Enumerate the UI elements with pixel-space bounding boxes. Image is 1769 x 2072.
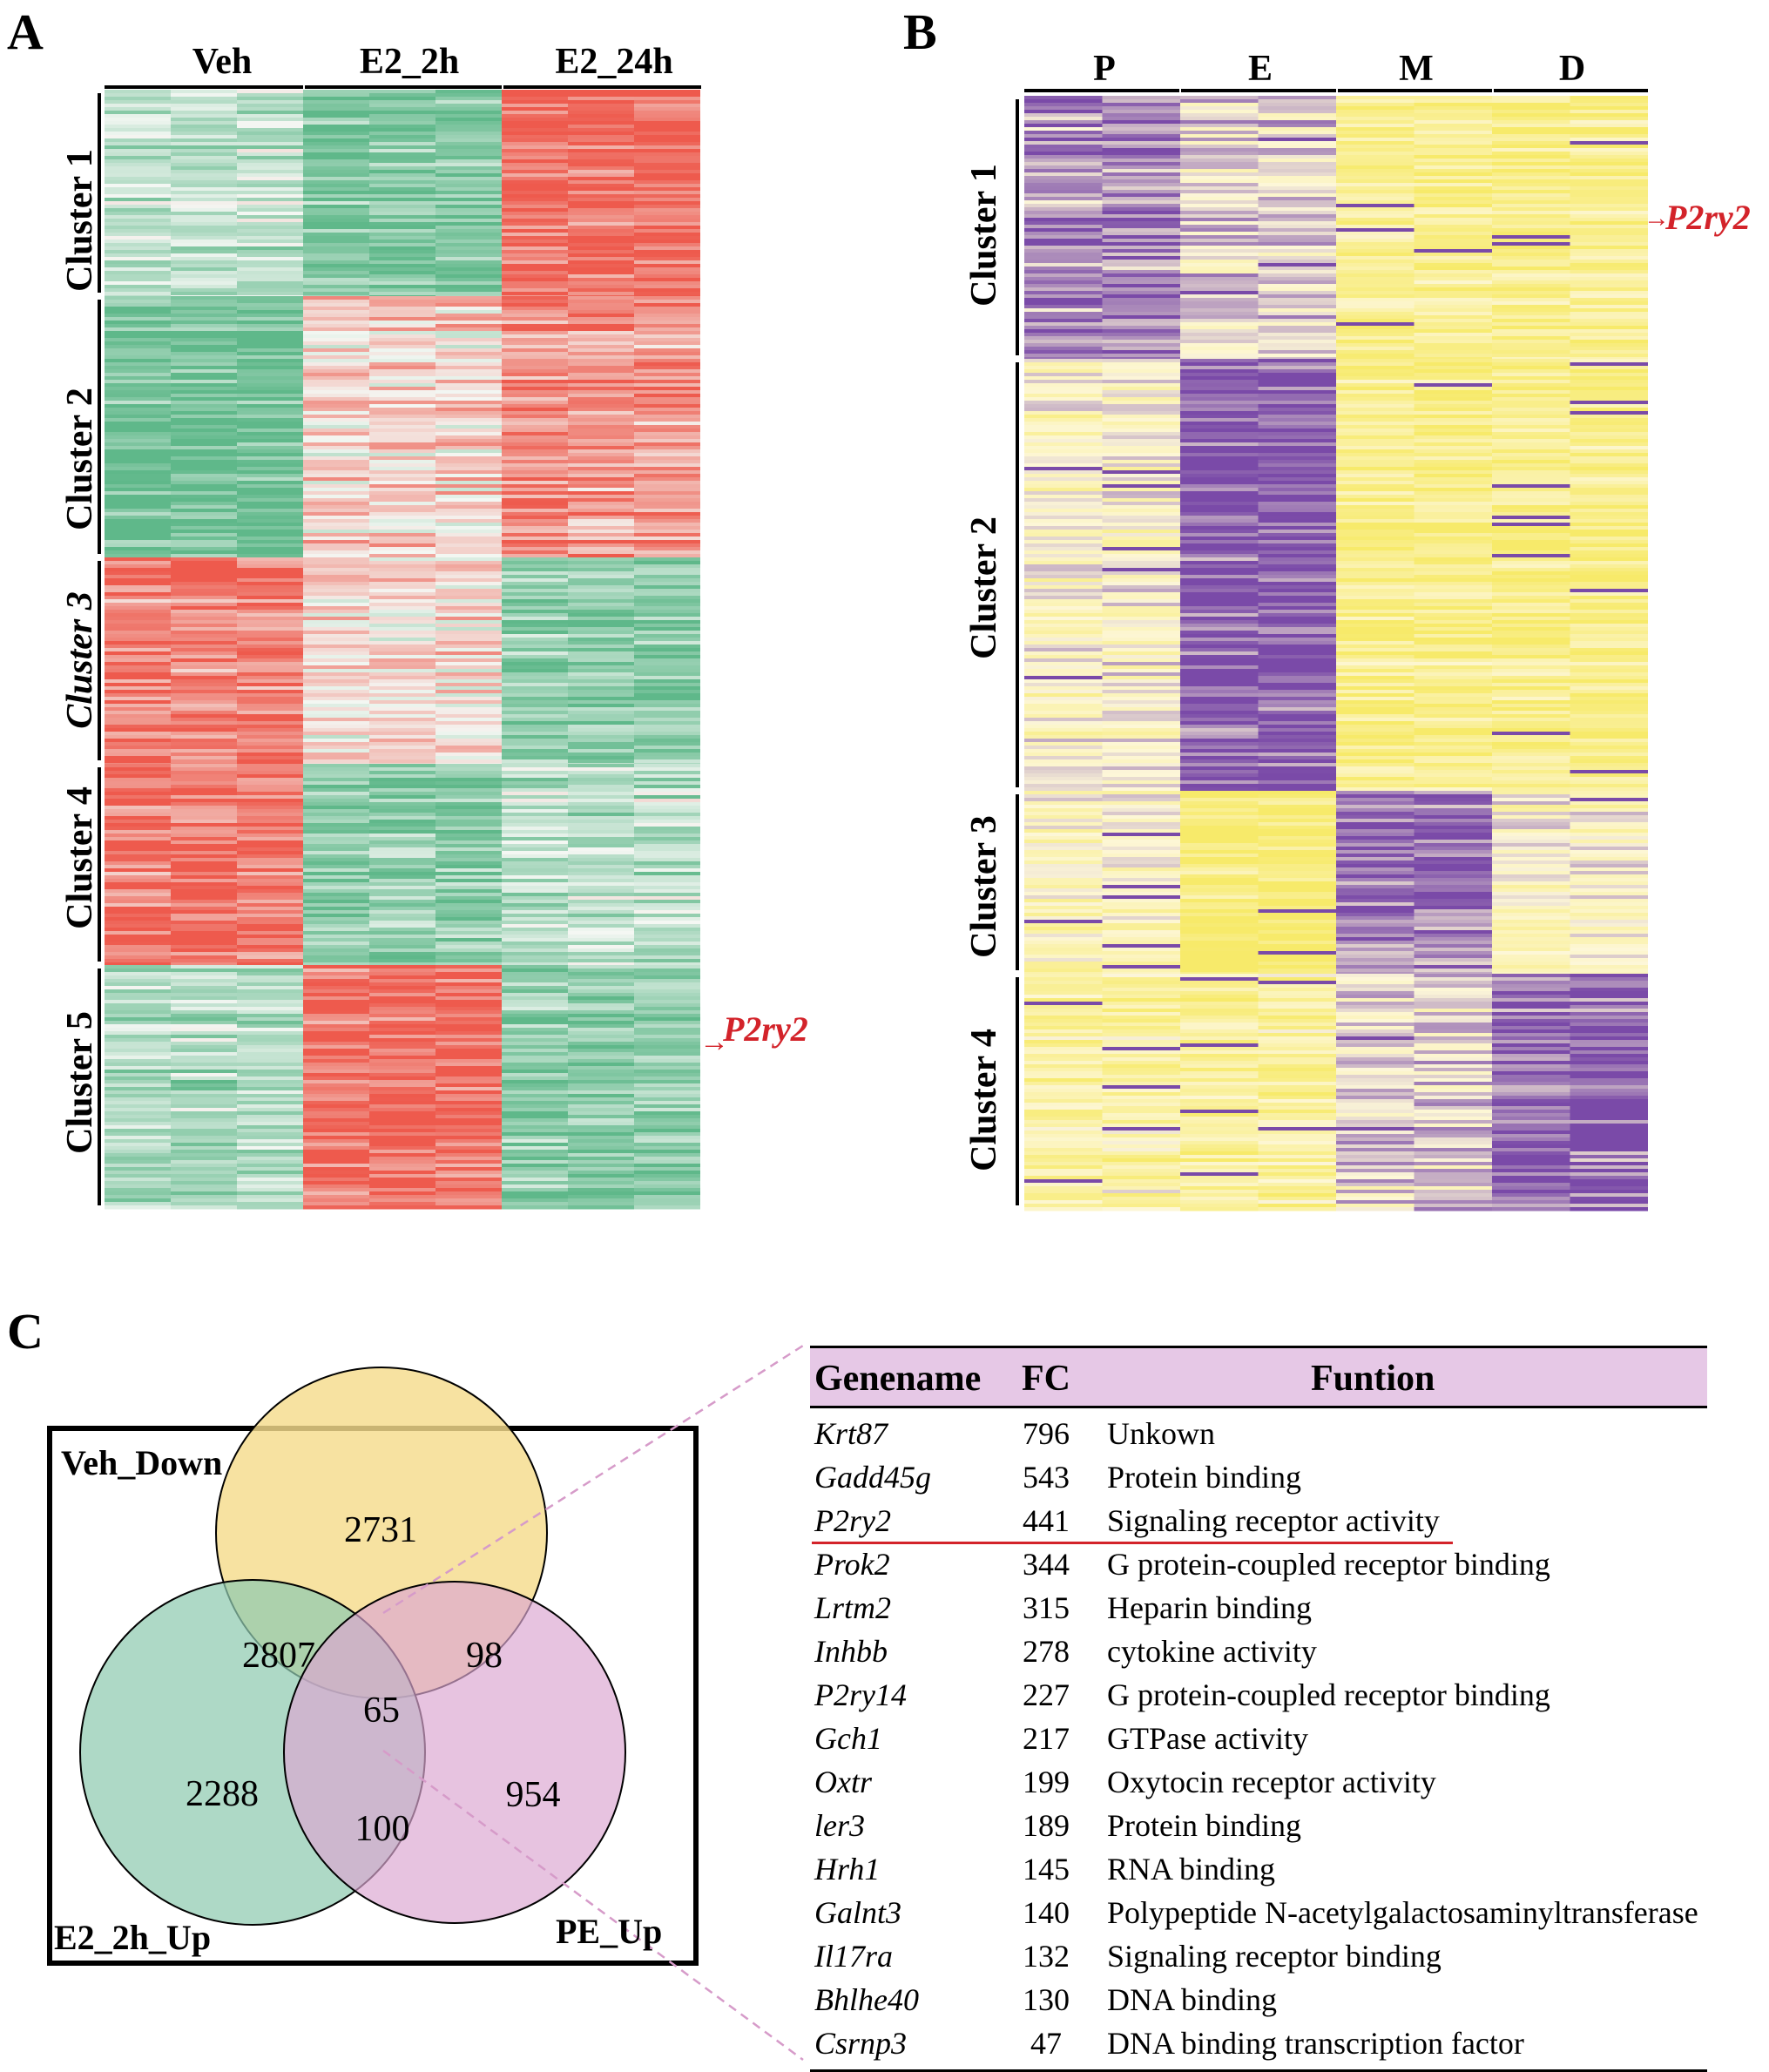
table-cell-fc: 796 bbox=[1019, 1418, 1073, 1449]
table-cell-fc: 140 bbox=[1019, 1897, 1073, 1928]
panel-b-heatmap-cells bbox=[1024, 96, 1648, 1211]
table-header-genename: Genename bbox=[814, 1360, 981, 1397]
table-cell-function: G protein-coupled receptor binding bbox=[1107, 1549, 1550, 1580]
table-cell-fc: 47 bbox=[1019, 2028, 1073, 2059]
panel-b-gene-callout: P2ry2 bbox=[1665, 200, 1751, 235]
table-cell-function: Oxytocin receptor activity bbox=[1107, 1766, 1436, 1798]
venn-count-e2-pe: 100 bbox=[355, 1811, 410, 1847]
table-cell-function: Signaling receptor binding bbox=[1107, 1940, 1442, 1972]
panel-b-heatmap bbox=[871, 0, 1769, 1219]
table-cell-function: Protein binding bbox=[1107, 1461, 1301, 1493]
venn-count-veh-e2: 2807 bbox=[242, 1637, 315, 1674]
panel-a-cluster-3-label: Cluster 3 bbox=[62, 591, 98, 729]
panel-a-gene-callout: P2ry2 bbox=[723, 1012, 808, 1047]
table-cell-function: G protein-coupled receptor binding bbox=[1107, 1679, 1550, 1711]
table-cell-fc: 199 bbox=[1019, 1766, 1073, 1798]
table-cell-fc: 217 bbox=[1019, 1723, 1073, 1754]
table-cell-function: Unkown bbox=[1107, 1418, 1215, 1449]
panel-b-cluster-3-label: Cluster 3 bbox=[966, 815, 1003, 958]
table-cell-fc: 227 bbox=[1019, 1679, 1073, 1711]
panel-b-cluster-2-label: Cluster 2 bbox=[966, 516, 1003, 659]
table-highlight-underline bbox=[812, 1542, 1453, 1544]
table-cell-fc: 441 bbox=[1019, 1505, 1073, 1536]
table-cell-fc: 145 bbox=[1019, 1853, 1073, 1885]
table-cell-fc: 189 bbox=[1019, 1810, 1073, 1841]
venn-count-e2-only: 2288 bbox=[186, 1776, 259, 1812]
table-cell-function: DNA binding transcription factor bbox=[1107, 2028, 1524, 2059]
panel-a-cluster-5-label: Cluster 5 bbox=[62, 1011, 98, 1154]
venn-label-pe-up: PE_Up bbox=[556, 1914, 662, 1949]
venn-count-all-three: 65 bbox=[363, 1692, 400, 1729]
panel-b-cluster-4-label: Cluster 4 bbox=[966, 1029, 1003, 1171]
panel-a-cluster-4-label: Cluster 4 bbox=[62, 786, 98, 929]
venn-circle-pe-up bbox=[284, 1582, 625, 1923]
table-cell-function: cytokine activity bbox=[1107, 1636, 1317, 1667]
table-cell-function: GTPase activity bbox=[1107, 1723, 1308, 1754]
table-header-function: Funtion bbox=[1311, 1360, 1435, 1397]
table-cell-fc: 315 bbox=[1019, 1592, 1073, 1623]
table-cell-function: RNA binding bbox=[1107, 1853, 1275, 1885]
panel-a-heatmap-cells bbox=[105, 90, 700, 1210]
table-cell-function: Protein binding bbox=[1107, 1810, 1301, 1841]
table-cell-fc: 130 bbox=[1019, 1984, 1073, 2015]
venn-label-veh-down: Veh_Down bbox=[61, 1446, 222, 1481]
table-header-rule bbox=[810, 1406, 1707, 1408]
venn-count-veh-only: 2731 bbox=[344, 1512, 417, 1549]
panel-b-cluster-1-label: Cluster 1 bbox=[966, 164, 1003, 307]
venn-label-e2-2h-up: E2_2h_Up bbox=[54, 1920, 211, 1955]
table-cell-fc: 132 bbox=[1019, 1940, 1073, 1972]
venn-count-veh-pe: 98 bbox=[466, 1637, 503, 1674]
table-header-fc: FC bbox=[1022, 1360, 1070, 1397]
table-cell-fc: 344 bbox=[1019, 1549, 1073, 1580]
table-cell-fc: 278 bbox=[1019, 1636, 1073, 1667]
venn-count-pe-only: 954 bbox=[506, 1777, 561, 1813]
table-cell-function: Signaling receptor activity bbox=[1107, 1505, 1440, 1536]
table-cell-fc: 543 bbox=[1019, 1461, 1073, 1493]
panel-a-cluster-1-label: Cluster 1 bbox=[62, 149, 98, 292]
table-cell-function: DNA binding bbox=[1107, 1984, 1277, 2015]
table-cell-function: Heparin binding bbox=[1107, 1592, 1312, 1623]
table-cell-function: Polypeptide N-acetylgalactosaminyltransf… bbox=[1107, 1897, 1698, 1928]
panel-a-cluster-2-label: Cluster 2 bbox=[62, 388, 98, 530]
